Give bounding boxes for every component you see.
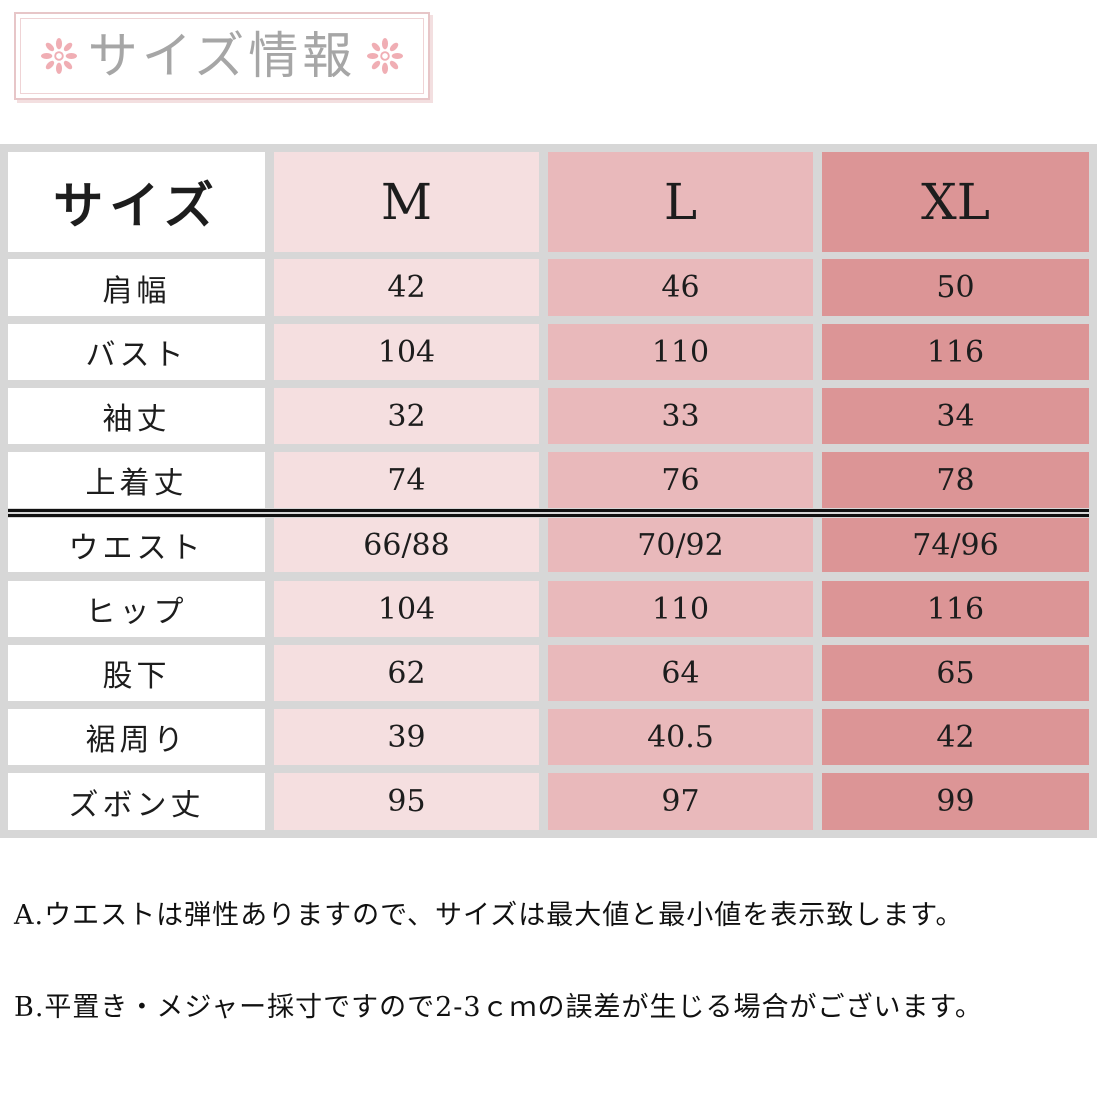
cell-value: 66/88	[363, 527, 450, 563]
table-cell-l: 46	[548, 259, 813, 316]
cell-value: 99	[936, 784, 975, 819]
section-divider-bottom	[8, 514, 1089, 517]
table-cell-xl: 50	[822, 259, 1089, 316]
table-cell-m: 39	[274, 709, 539, 765]
title-banner-inner: サイズ情報	[20, 18, 424, 94]
cell-value: 116	[926, 591, 985, 627]
cell-value: 42	[936, 719, 975, 755]
row-label: 袖丈	[102, 402, 171, 437]
table-cell-m: 95	[274, 773, 539, 830]
row-label: 裾周り	[85, 723, 188, 758]
table-cell-xl: 78	[822, 452, 1089, 508]
header-size-m: M	[274, 152, 539, 252]
size-table: サイズ M L XL 肩幅 42 46 50 バスト 104 110 116 袖…	[0, 144, 1097, 838]
cell-value: 97	[661, 784, 700, 819]
table-cell-xl: 116	[822, 581, 1089, 637]
table-cell-l: 110	[548, 324, 813, 380]
row-label: ウエスト	[68, 531, 205, 566]
table-cell-xl: 42	[822, 709, 1089, 765]
table-row-label: 股下	[8, 645, 265, 701]
cell-value: 116	[926, 334, 985, 370]
table-row-label: 裾周り	[8, 709, 265, 765]
table-cell-xl: 116	[822, 324, 1089, 380]
table-cell-m: 32	[274, 388, 539, 444]
table-cell-xl: 34	[822, 388, 1089, 444]
cell-value: 42	[387, 270, 426, 305]
table-cell-m: 66/88	[274, 518, 539, 572]
cell-value: 110	[651, 591, 710, 627]
table-cell-l: 40.5	[548, 709, 813, 765]
cell-value: 74	[387, 462, 426, 498]
cell-value: 95	[387, 784, 426, 819]
title-banner: サイズ情報	[14, 12, 430, 100]
row-label: 股下	[102, 659, 171, 694]
cell-value: 76	[661, 462, 700, 498]
table-row-label: 肩幅	[8, 259, 265, 316]
table-cell-xl: 74/96	[822, 518, 1089, 572]
cell-value: 110	[651, 334, 710, 370]
table-cell-xl: 99	[822, 773, 1089, 830]
table-cell-m: 104	[274, 581, 539, 637]
table-cell-l: 33	[548, 388, 813, 444]
cell-value: 104	[377, 334, 436, 370]
table-cell-l: 97	[548, 773, 813, 830]
page-title: サイズ情報	[87, 27, 357, 85]
flower-icon	[367, 37, 404, 75]
table-row-label: ウエスト	[8, 518, 265, 572]
note-a: A.ウエストは弾性ありますので、サイズは最大値と最小値を表示致します。	[14, 900, 964, 931]
row-label: バスト	[85, 338, 188, 373]
row-label: 上着丈	[85, 466, 188, 501]
table-cell-l: 70/92	[548, 518, 813, 572]
cell-value: 33	[661, 398, 700, 434]
size-l-label: L	[663, 173, 698, 231]
cell-value: 78	[936, 462, 975, 498]
cell-value: 39	[387, 719, 426, 755]
header-label-cell: サイズ	[8, 152, 265, 252]
row-label: ズボン丈	[68, 787, 205, 823]
size-xl-label: XL	[921, 173, 990, 231]
size-m-label: M	[380, 173, 433, 231]
cell-value: 70/92	[637, 527, 724, 563]
note-b: B.平置き・メジャー採寸ですので2-3ｃｍの誤差が生じる場合がございます。	[14, 992, 983, 1023]
table-row-label: ズボン丈	[8, 773, 265, 830]
table-row-label: 袖丈	[8, 388, 265, 444]
cell-value: 32	[387, 398, 426, 434]
table-cell-m: 42	[274, 259, 539, 316]
table-row-label: バスト	[8, 324, 265, 380]
row-label: ヒップ	[85, 595, 188, 630]
section-divider-top	[8, 509, 1089, 512]
cell-value: 34	[936, 398, 975, 434]
cell-value: 50	[936, 270, 975, 305]
cell-value: 104	[377, 591, 436, 627]
table-row-label: ヒップ	[8, 581, 265, 637]
table-cell-l: 110	[548, 581, 813, 637]
table-cell-l: 64	[548, 645, 813, 701]
table-cell-xl: 65	[822, 645, 1089, 701]
table-cell-m: 104	[274, 324, 539, 380]
table-cell-m: 74	[274, 452, 539, 508]
row-label: 肩幅	[102, 273, 171, 309]
header-label: サイズ	[53, 177, 220, 235]
cell-value: 64	[661, 655, 700, 691]
table-row-label: 上着丈	[8, 452, 265, 508]
header-size-xl: XL	[822, 152, 1089, 252]
table-cell-m: 62	[274, 645, 539, 701]
cell-value: 46	[661, 270, 700, 305]
cell-value: 62	[387, 655, 426, 691]
cell-value: 74/96	[912, 527, 999, 563]
cell-value: 65	[936, 655, 975, 691]
cell-value: 40.5	[647, 719, 714, 755]
header-size-l: L	[548, 152, 813, 252]
flower-icon	[40, 37, 77, 75]
table-cell-l: 76	[548, 452, 813, 508]
